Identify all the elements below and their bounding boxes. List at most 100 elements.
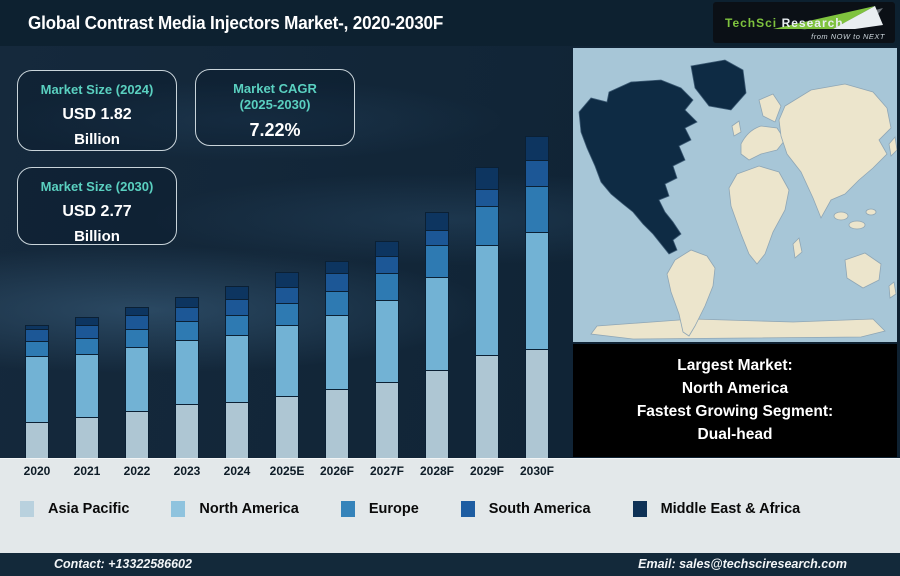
map-new-zealand bbox=[888, 281, 897, 299]
bar-segment-middle-east-africa bbox=[25, 325, 49, 330]
bar-segment-asia-pacific bbox=[275, 397, 299, 459]
note-largest-market-label: Largest Market: bbox=[677, 357, 793, 374]
title-bar: Global Contrast Media Injectors Market-,… bbox=[0, 0, 900, 46]
bar-segment-europe bbox=[375, 274, 399, 301]
market-size-2024-heading: Market Size (2024) bbox=[40, 82, 154, 97]
bar-segment-north-america bbox=[275, 326, 299, 397]
bar-segment-middle-east-africa bbox=[125, 307, 149, 316]
bar-segment-middle-east-africa bbox=[75, 317, 99, 326]
bar-segment-europe bbox=[25, 342, 49, 357]
map-island bbox=[865, 208, 877, 216]
bar-segment-middle-east-africa bbox=[375, 241, 399, 257]
bar-segment-north-america bbox=[225, 336, 249, 403]
bar-segment-south-america bbox=[75, 326, 99, 339]
bar-segment-south-america bbox=[325, 274, 349, 292]
bottom-strip: 2020 2021 2022 2023 2024 2025E 2026F 2027F 2028F… bbox=[0, 458, 900, 553]
bar-segment-asia-pacific bbox=[525, 350, 549, 459]
map-greenland-highlight bbox=[690, 59, 747, 111]
bar-2023 bbox=[175, 297, 199, 459]
bar-segment-middle-east-africa bbox=[175, 297, 199, 308]
bar-segment-europe bbox=[175, 322, 199, 341]
bar-segment-north-america bbox=[125, 348, 149, 412]
x-axis-label-2023: 2023 bbox=[173, 464, 201, 478]
market-size-2030-unit: Billion bbox=[74, 228, 120, 245]
chart-canvas: Market Size (2024) USD 1.82 Billion Mark… bbox=[0, 46, 900, 459]
bar-segment-asia-pacific bbox=[375, 383, 399, 459]
bar-segment-asia-pacific bbox=[75, 418, 99, 459]
bar-segment-north-america bbox=[25, 357, 49, 423]
logo-wordmark: TechSci Research bbox=[725, 14, 844, 32]
bar-segment-europe bbox=[425, 246, 449, 278]
map-madagascar bbox=[792, 237, 803, 259]
map-africa bbox=[728, 165, 790, 265]
market-cagr-box: Market CAGR (2025-2030) 7.22% bbox=[195, 69, 355, 146]
note-fastest-segment-value: Dual-head bbox=[697, 426, 773, 443]
bar-segment-europe bbox=[325, 292, 349, 316]
bar-segment-europe bbox=[475, 207, 499, 246]
footer-contact: Contact: +13322586602 bbox=[54, 557, 192, 571]
bar-segment-middle-east-africa bbox=[525, 136, 549, 161]
legend-label: Europe bbox=[368, 501, 419, 517]
legend-item-north-america: North America bbox=[171, 501, 299, 517]
bar-segment-asia-pacific bbox=[325, 390, 349, 459]
bar-segment-south-america bbox=[375, 257, 399, 274]
legend-label: North America bbox=[199, 501, 299, 517]
bar-segment-south-america bbox=[425, 231, 449, 246]
bar-segment-south-america bbox=[525, 161, 549, 187]
bar-segment-south-america bbox=[475, 190, 499, 207]
logo-tagline: from NOW to NEXT bbox=[811, 32, 885, 41]
legend-item-south-america: South America bbox=[460, 501, 591, 517]
x-axis-label-2024: 2024 bbox=[223, 464, 251, 478]
market-size-2030-value: USD 2.77 bbox=[62, 203, 132, 220]
bar-segment-north-america bbox=[325, 316, 349, 390]
logo-brand-primary: TechSci bbox=[725, 16, 778, 30]
bar-segment-south-america bbox=[225, 300, 249, 316]
bar-2022 bbox=[125, 307, 149, 459]
legend-item-asia-pacific: Asia Pacific bbox=[20, 501, 129, 517]
legend-swatch-icon bbox=[460, 501, 475, 517]
bar-2028F bbox=[425, 212, 449, 459]
bar-segment-asia-pacific bbox=[125, 412, 149, 459]
bar-segment-north-america bbox=[375, 301, 399, 383]
market-size-2030-heading: Market Size (2030) bbox=[40, 179, 154, 194]
bar-2026F bbox=[325, 261, 349, 459]
x-axis-label-2022: 2022 bbox=[123, 464, 151, 478]
bar-segment-middle-east-africa bbox=[325, 261, 349, 274]
bar-segment-middle-east-africa bbox=[225, 286, 249, 300]
bar-segment-europe bbox=[75, 339, 99, 355]
bar-2029F bbox=[475, 167, 499, 459]
world-map-svg bbox=[573, 48, 898, 342]
bar-segment-north-america bbox=[175, 341, 199, 405]
legend-swatch-icon bbox=[171, 501, 186, 517]
market-size-2024-value: USD 1.82 bbox=[62, 106, 132, 123]
map-british-isles bbox=[731, 120, 742, 137]
x-axis-label-2020: 2020 bbox=[23, 464, 51, 478]
legend-swatch-icon bbox=[340, 501, 355, 517]
note-fastest-segment-label: Fastest Growing Segment: bbox=[636, 403, 834, 420]
bar-segment-north-america bbox=[475, 246, 499, 356]
market-cagr-value: 7.22% bbox=[249, 120, 301, 140]
bar-segment-middle-east-africa bbox=[275, 272, 299, 288]
logo-arrow-icon bbox=[773, 6, 883, 30]
world-map bbox=[573, 48, 898, 342]
bar-segment-middle-east-africa bbox=[475, 167, 499, 190]
legend-swatch-icon bbox=[632, 501, 647, 517]
techsci-logo: TechSci Research from NOW to NEXT bbox=[713, 2, 895, 43]
market-size-2024-box: Market Size (2024) USD 1.82 Billion bbox=[17, 70, 177, 151]
bar-segment-europe bbox=[525, 187, 549, 233]
stacked-bar-chart bbox=[25, 136, 549, 459]
bar-segment-asia-pacific bbox=[425, 371, 449, 459]
x-axis-label-2026F: 2026F bbox=[319, 464, 355, 478]
map-north-america-highlight bbox=[578, 79, 698, 255]
map-scandinavia bbox=[758, 93, 782, 123]
bar-segment-south-america bbox=[175, 308, 199, 322]
bar-2025E bbox=[275, 272, 299, 459]
bar-segment-north-america bbox=[525, 233, 549, 350]
bar-2027F bbox=[375, 241, 399, 459]
logo-brand-secondary: Research bbox=[781, 16, 844, 30]
x-axis-label-2025E: 2025E bbox=[269, 464, 305, 478]
footer-email: Email: sales@techsciresearch.com bbox=[638, 557, 847, 571]
market-cagr-heading-line2: (2025-2030) bbox=[239, 97, 311, 112]
bar-segment-europe bbox=[125, 330, 149, 348]
